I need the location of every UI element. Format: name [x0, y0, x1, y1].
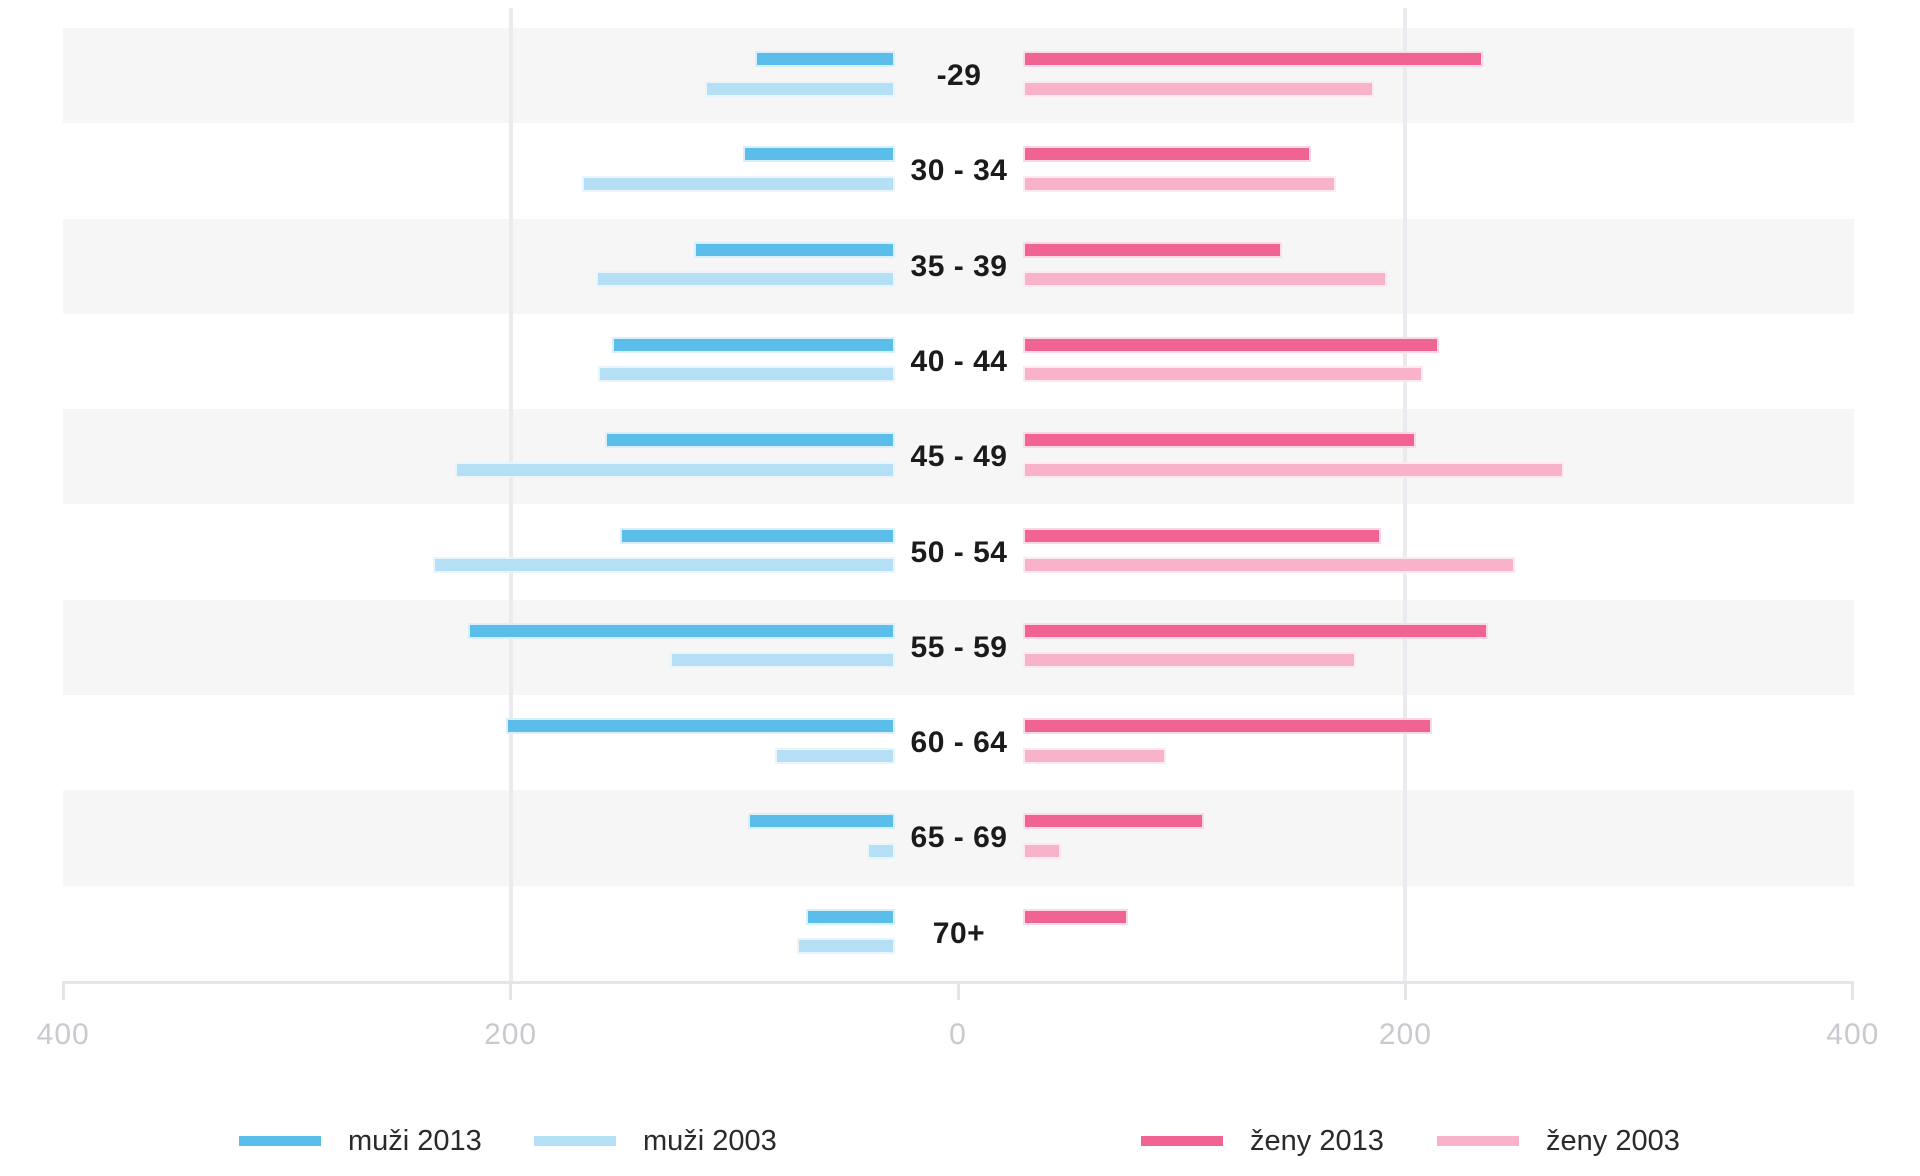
bar-muzi-2003-row6	[671, 654, 893, 667]
row-stripe	[63, 599, 1854, 696]
bar-muzi-2003-row7	[776, 749, 893, 762]
bar-muzi-2003-row0	[707, 82, 893, 95]
legend-swatch-zeny-2013	[1141, 1136, 1223, 1146]
bar-muzi-2003-row1	[584, 177, 893, 190]
legend-item-muzi-2003[interactable]: muži 2003	[534, 1125, 777, 1157]
bar-muzi-2013-row8	[749, 815, 893, 828]
bar-zeny-2013-row9	[1025, 910, 1126, 923]
bar-zeny-2003-row3	[1025, 368, 1422, 381]
bar-muzi-2013-row2	[696, 243, 893, 256]
x-axis-tick-label-3: 200	[1378, 1018, 1432, 1051]
bar-zeny-2013-row3	[1025, 338, 1437, 351]
age-label-row5: 50 - 54	[910, 535, 1008, 569]
bar-muzi-2003-row2	[597, 273, 893, 286]
bar-zeny-2013-row2	[1025, 243, 1281, 256]
row-stripe	[63, 790, 1854, 886]
bar-zeny-2013-row1	[1025, 148, 1310, 161]
legend-label-muzi-2003: muži 2003	[643, 1124, 777, 1157]
legend-item-muzi-2013[interactable]: muži 2013	[239, 1125, 482, 1157]
x-axis-tick-1	[509, 981, 513, 1000]
bar-muzi-2013-row7	[508, 720, 893, 733]
row-stripe	[63, 409, 1854, 505]
age-label-row4: 45 - 49	[910, 440, 1008, 474]
x-axis-tick-4	[1851, 981, 1855, 1000]
bar-muzi-2003-row9	[799, 940, 893, 953]
x-axis-tick-label-0: 400	[36, 1018, 90, 1051]
bar-muzi-2013-row3	[613, 338, 893, 351]
age-label-row8: 65 - 69	[910, 821, 1008, 855]
bar-zeny-2003-row6	[1025, 654, 1354, 667]
row-stripe	[63, 28, 1854, 124]
age-label-row9: 70+	[932, 916, 986, 950]
legend-swatch-zeny-2003	[1437, 1136, 1519, 1146]
x-axis-tick-0	[61, 981, 65, 1000]
bar-muzi-2013-row1	[745, 148, 893, 161]
gridline-200	[1403, 8, 1408, 981]
age-label-row2: 35 - 39	[910, 249, 1008, 283]
bar-zeny-2013-row8	[1025, 815, 1202, 828]
bar-zeny-2003-row0	[1025, 82, 1372, 95]
bar-muzi-2013-row9	[808, 910, 893, 923]
legend-label-zeny-2013: ženy 2013	[1250, 1124, 1384, 1157]
bar-zeny-2003-row2	[1025, 273, 1386, 286]
bar-zeny-2003-row8	[1025, 844, 1059, 857]
x-axis-tick-3	[1403, 981, 1407, 1000]
bar-muzi-2003-row5	[434, 559, 893, 571]
x-axis-tick-label-2: 0	[949, 1018, 967, 1051]
legend-item-zeny-2003[interactable]: ženy 2003	[1437, 1125, 1680, 1157]
legend-item-zeny-2013[interactable]: ženy 2013	[1141, 1125, 1384, 1157]
legend-label-muzi-2013: muži 2013	[348, 1124, 482, 1157]
bar-muzi-2013-row6	[470, 624, 893, 637]
bar-muzi-2013-row5	[622, 529, 893, 542]
bar-zeny-2003-row7	[1025, 749, 1164, 762]
x-axis-tick-2	[956, 981, 960, 1000]
gridline-200	[508, 8, 513, 981]
bar-zeny-2013-row0	[1025, 53, 1482, 65]
bar-muzi-2013-row4	[606, 434, 893, 447]
bar-muzi-2003-row3	[600, 368, 893, 381]
bar-zeny-2013-row4	[1025, 434, 1415, 447]
bar-zeny-2013-row7	[1025, 720, 1430, 733]
legend-label-zeny-2003: ženy 2003	[1546, 1124, 1680, 1157]
age-label-row0: -29	[936, 59, 982, 92]
age-label-row6: 55 - 59	[910, 630, 1008, 664]
x-axis-tick-label-1: 200	[484, 1018, 538, 1051]
legend-swatch-muzi-2013	[239, 1136, 321, 1146]
bar-zeny-2003-row5	[1025, 559, 1513, 571]
bar-zeny-2003-row4	[1025, 463, 1562, 476]
age-label-row1: 30 - 34	[910, 154, 1008, 188]
x-axis-tick-label-4: 400	[1826, 1018, 1880, 1051]
age-label-row7: 60 - 64	[910, 726, 1008, 760]
bar-zeny-2013-row5	[1025, 529, 1379, 542]
row-stripe	[63, 218, 1854, 314]
bar-muzi-2013-row0	[756, 53, 893, 65]
bar-muzi-2003-row4	[456, 463, 893, 476]
bar-zeny-2003-row1	[1025, 177, 1334, 190]
age-label-row3: 40 - 44	[910, 344, 1008, 378]
bar-zeny-2013-row6	[1025, 624, 1486, 637]
bar-muzi-2003-row8	[868, 844, 893, 857]
legend-swatch-muzi-2003	[534, 1136, 616, 1146]
